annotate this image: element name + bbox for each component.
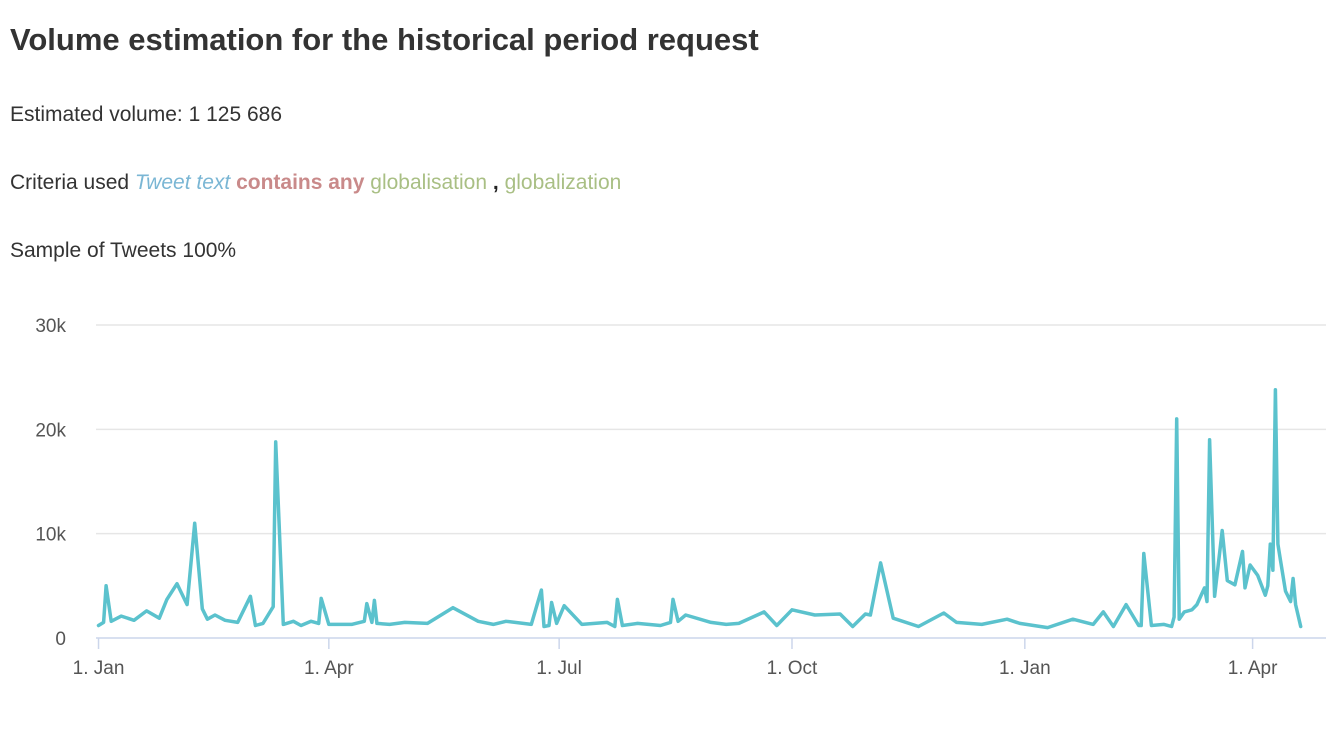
estimated-volume: Estimated volume: 1 125 686 bbox=[10, 103, 282, 127]
x-tick-label: 1. Apr bbox=[304, 658, 354, 679]
x-tick-label: 1. Oct bbox=[767, 658, 818, 679]
y-tick-label: 0 bbox=[55, 629, 66, 650]
estimated-volume-value: 1 125 686 bbox=[188, 103, 283, 126]
sample-line: Sample of Tweets 100% bbox=[10, 239, 236, 263]
criteria-label: Criteria used bbox=[10, 171, 130, 194]
criteria-separator: , bbox=[492, 171, 499, 194]
y-axis: 0 10k 20k 30k bbox=[35, 316, 66, 650]
estimated-volume-label: Estimated volume: bbox=[10, 103, 183, 126]
criteria-term: globalization bbox=[504, 171, 622, 194]
page-title: Volume estimation for the historical per… bbox=[10, 22, 759, 57]
x-tick-label: 1. Apr bbox=[1228, 658, 1278, 679]
x-tick-label: 1. Jan bbox=[999, 658, 1051, 679]
x-tick-label: 1. Jul bbox=[536, 658, 581, 679]
series-line[interactable] bbox=[96, 387, 1303, 630]
criteria-operator: contains any bbox=[236, 171, 365, 194]
sample-label: Sample of Tweets bbox=[10, 239, 177, 262]
chart-grid bbox=[96, 324, 1326, 535]
criteria-line: Criteria used Tweet text contains any gl… bbox=[10, 171, 621, 195]
y-tick-label: 20k bbox=[35, 420, 66, 441]
criteria-field: Tweet text bbox=[134, 171, 231, 194]
y-tick-label: 10k bbox=[35, 525, 66, 546]
y-tick-label: 30k bbox=[35, 316, 66, 337]
x-tick-label: 1. Jan bbox=[73, 658, 125, 679]
sample-value: 100% bbox=[182, 239, 237, 262]
criteria-term: globalisation bbox=[370, 171, 488, 194]
x-axis: 1. Jan 1. Apr 1. Jul 1. Oct 1. Jan 1. Apr bbox=[73, 638, 1278, 679]
